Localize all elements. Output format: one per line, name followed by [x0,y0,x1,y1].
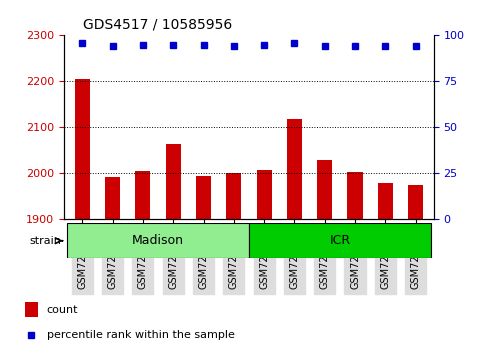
Text: Madison: Madison [132,234,184,247]
Bar [249,223,431,258]
Text: strain: strain [29,236,61,246]
Text: percentile rank within the sample: percentile rank within the sample [47,330,235,339]
Bar [287,119,302,219]
Bar [75,79,90,219]
Bar [25,302,38,317]
Bar [226,173,242,219]
Bar [256,170,272,219]
Bar [408,185,423,219]
Text: GDS4517 / 10585956: GDS4517 / 10585956 [83,17,232,32]
Bar [378,183,393,219]
Text: count: count [47,305,78,315]
Bar [166,144,181,219]
Bar [67,223,249,258]
Bar [317,160,332,219]
Bar [348,172,363,219]
Bar [135,171,150,219]
Text: ICR: ICR [329,234,351,247]
Bar [105,177,120,219]
Bar [196,176,211,219]
